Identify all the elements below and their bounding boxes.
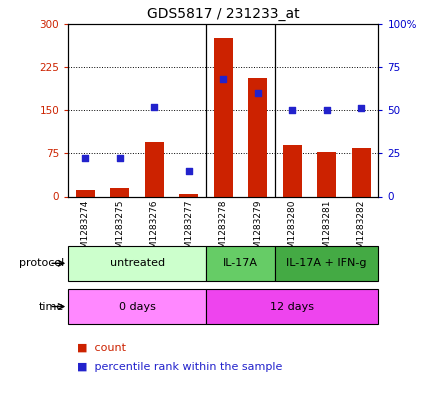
Text: 0 days: 0 days [119, 301, 156, 312]
Bar [275, 246, 378, 281]
Point [82, 155, 89, 162]
Bar [110, 188, 129, 196]
Bar [180, 194, 198, 196]
Bar [248, 78, 267, 196]
Bar [145, 142, 164, 196]
Bar [206, 246, 275, 281]
Bar [68, 289, 206, 324]
Point [185, 167, 192, 174]
Point [358, 105, 365, 112]
Bar [206, 289, 378, 324]
Bar [317, 152, 336, 196]
Point [116, 155, 123, 162]
Text: ■  count: ■ count [77, 343, 126, 353]
Point [254, 90, 261, 96]
Point [323, 107, 330, 113]
Bar [68, 246, 206, 281]
Text: 12 days: 12 days [270, 301, 314, 312]
Text: time: time [39, 301, 64, 312]
Point [289, 107, 296, 113]
Text: untreated: untreated [110, 258, 165, 268]
Point [220, 76, 227, 82]
Text: IL-17A: IL-17A [223, 258, 258, 268]
Point [151, 103, 158, 110]
Bar [352, 147, 370, 196]
Text: ■  percentile rank within the sample: ■ percentile rank within the sample [77, 362, 282, 373]
Text: protocol: protocol [18, 258, 64, 268]
Title: GDS5817 / 231233_at: GDS5817 / 231233_at [147, 7, 300, 21]
Bar [283, 145, 302, 196]
Text: IL-17A + IFN-g: IL-17A + IFN-g [286, 258, 367, 268]
Bar [214, 38, 233, 197]
Bar [76, 189, 95, 196]
